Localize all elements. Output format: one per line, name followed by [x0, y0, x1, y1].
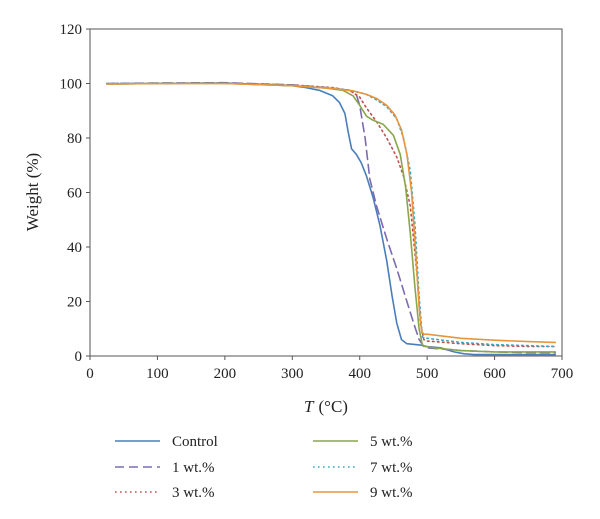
- series-line-5: [106, 82, 557, 344]
- legend-label-2: 3 wt.%: [172, 485, 215, 501]
- x-tick-label: 100: [146, 366, 169, 382]
- series-line-1: [106, 81, 557, 354]
- x-tick-label: 500: [416, 366, 439, 382]
- legend: Control 1 wt.% 3 wt.% 5 wt.% 7 wt.% 9 wt.%: [115, 434, 413, 501]
- x-tick-label: 700: [551, 366, 574, 382]
- plot-area-frame: [89, 28, 563, 357]
- x-axis-label-symbol: T: [304, 397, 315, 416]
- x-axis: 0 100 200 300 400 500 600 700: [86, 356, 573, 382]
- y-tick-label: 120: [60, 22, 83, 38]
- x-tick-label: 600: [483, 366, 506, 382]
- legend-label-5: 9 wt.%: [370, 485, 413, 501]
- y-axis-label: Weight (%): [23, 153, 42, 231]
- y-axis: 0 20 40 60 80 100 120: [60, 22, 90, 365]
- series-line-0: [106, 82, 557, 356]
- y-tick-label: 100: [60, 77, 83, 93]
- y-tick-label: 20: [67, 295, 82, 311]
- x-tick-label: 0: [86, 366, 94, 382]
- x-tick-label: 400: [348, 366, 371, 382]
- y-tick-label: 40: [67, 240, 82, 256]
- y-tick-label: 60: [67, 186, 82, 202]
- legend-label-4: 7 wt.%: [370, 460, 413, 476]
- y-tick-label: 0: [75, 349, 83, 365]
- series-line-4: [106, 82, 557, 348]
- legend-label-1: 1 wt.%: [172, 460, 215, 476]
- x-tick-label: 200: [214, 366, 237, 382]
- legend-label-3: 5 wt.%: [370, 434, 413, 450]
- x-axis-label-unit: (°C): [319, 397, 348, 416]
- x-tick-label: 300: [281, 366, 304, 382]
- series-line-2: [106, 82, 557, 348]
- y-tick-label: 80: [67, 131, 82, 147]
- series-lines: [106, 81, 557, 356]
- legend-label-0: Control: [172, 434, 218, 450]
- x-axis-label: T (°C): [304, 397, 348, 416]
- series-line-3: [106, 82, 557, 353]
